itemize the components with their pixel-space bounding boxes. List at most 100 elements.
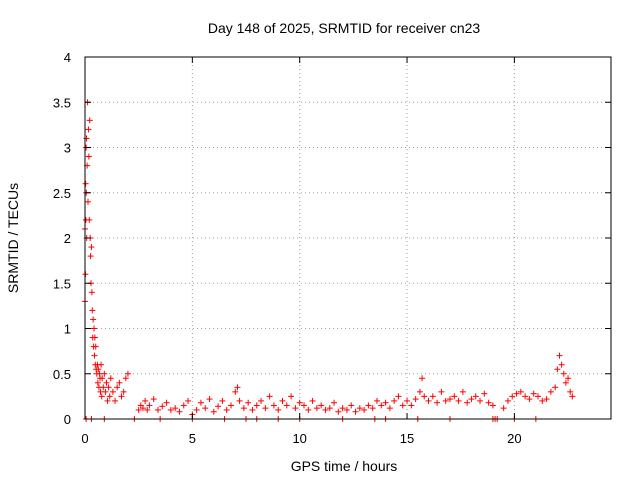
data-point	[86, 117, 93, 124]
data-point	[279, 397, 286, 404]
data-point	[114, 384, 121, 391]
data-point	[227, 402, 234, 409]
data-point	[206, 396, 213, 403]
data-point	[326, 405, 333, 412]
y-axis-title: SRMTID / TECUs	[5, 183, 21, 293]
data-point	[416, 388, 423, 395]
chart-title: Day 148 of 2025, SRMTID for receiver cn2…	[208, 20, 481, 36]
data-point	[258, 397, 265, 404]
data-point	[101, 370, 108, 377]
data-point	[167, 406, 174, 413]
y-tick-label: 0.5	[53, 367, 71, 382]
data-point	[412, 396, 419, 403]
data-point	[245, 399, 252, 406]
data-point	[163, 399, 170, 406]
data-point	[95, 366, 102, 373]
data-point	[202, 405, 209, 412]
data-point	[86, 216, 93, 223]
x-tick-label: 5	[189, 431, 196, 446]
data-point	[82, 180, 89, 187]
data-point	[343, 406, 350, 413]
data-point	[421, 393, 428, 400]
data-point	[335, 408, 342, 415]
data-point	[331, 399, 338, 406]
data-point	[180, 402, 187, 409]
axis-ticks	[84, 56, 611, 420]
data-point	[455, 397, 462, 404]
data-point	[159, 403, 166, 410]
data-point	[446, 396, 453, 403]
data-point	[547, 388, 554, 395]
data-point	[193, 406, 200, 413]
data-point	[369, 405, 376, 412]
data-point	[85, 153, 92, 160]
data-point	[442, 397, 449, 404]
data-point	[90, 316, 97, 323]
data-point	[305, 406, 312, 413]
x-tick-label: 10	[292, 431, 306, 446]
data-point	[107, 375, 114, 382]
data-point	[373, 397, 380, 404]
data-point	[240, 405, 247, 412]
data-point	[434, 399, 441, 406]
data-point	[236, 397, 243, 404]
data-point	[543, 396, 550, 403]
y-tick-label: 4	[64, 50, 71, 65]
data-point	[522, 393, 529, 400]
data-point	[124, 370, 131, 377]
plot-frame	[84, 56, 612, 420]
data-point	[83, 135, 90, 142]
data-point	[309, 397, 316, 404]
data-point	[172, 405, 179, 412]
data-point	[104, 397, 111, 404]
data-point	[419, 375, 426, 382]
data-point	[105, 384, 112, 391]
data-point	[249, 406, 256, 413]
data-point	[150, 396, 157, 403]
data-point	[513, 390, 520, 397]
data-point	[122, 375, 129, 382]
data-point	[318, 402, 325, 409]
data-point	[554, 366, 561, 373]
data-point	[382, 399, 389, 406]
y-tick-label: 2	[64, 231, 71, 246]
data-point	[386, 405, 393, 412]
data-point	[565, 375, 572, 382]
data-point	[526, 396, 533, 403]
data-point	[91, 325, 98, 332]
data-point	[356, 405, 363, 412]
data-point	[144, 406, 151, 413]
data-point	[552, 384, 559, 391]
data-point	[85, 198, 92, 205]
y-tick-label: 3	[64, 141, 71, 156]
x-tick-label: 20	[507, 431, 521, 446]
data-point	[322, 406, 329, 413]
data-point	[558, 361, 565, 368]
data-point	[89, 307, 96, 314]
x-tick-label: 15	[400, 431, 414, 446]
data-point	[283, 402, 290, 409]
data-point	[562, 379, 569, 386]
data-point	[270, 402, 277, 409]
data-point	[94, 379, 101, 386]
y-tick-label: 2.5	[53, 186, 71, 201]
x-tick-label: 0	[81, 431, 88, 446]
data-point	[395, 393, 402, 400]
data-point	[154, 406, 161, 413]
data-point	[567, 388, 574, 395]
data-point	[185, 397, 192, 404]
y-tick-label: 1.5	[53, 276, 71, 291]
data-point	[404, 397, 411, 404]
data-point	[464, 399, 471, 406]
data-point	[560, 370, 567, 377]
data-point	[103, 379, 110, 386]
data-point	[223, 406, 230, 413]
data-point	[118, 393, 125, 400]
data-point	[92, 343, 99, 350]
data-point	[139, 405, 146, 412]
data-point	[142, 397, 149, 404]
data-point	[300, 402, 307, 409]
grid	[85, 57, 611, 419]
data-point	[489, 402, 496, 409]
data-point	[87, 253, 94, 260]
